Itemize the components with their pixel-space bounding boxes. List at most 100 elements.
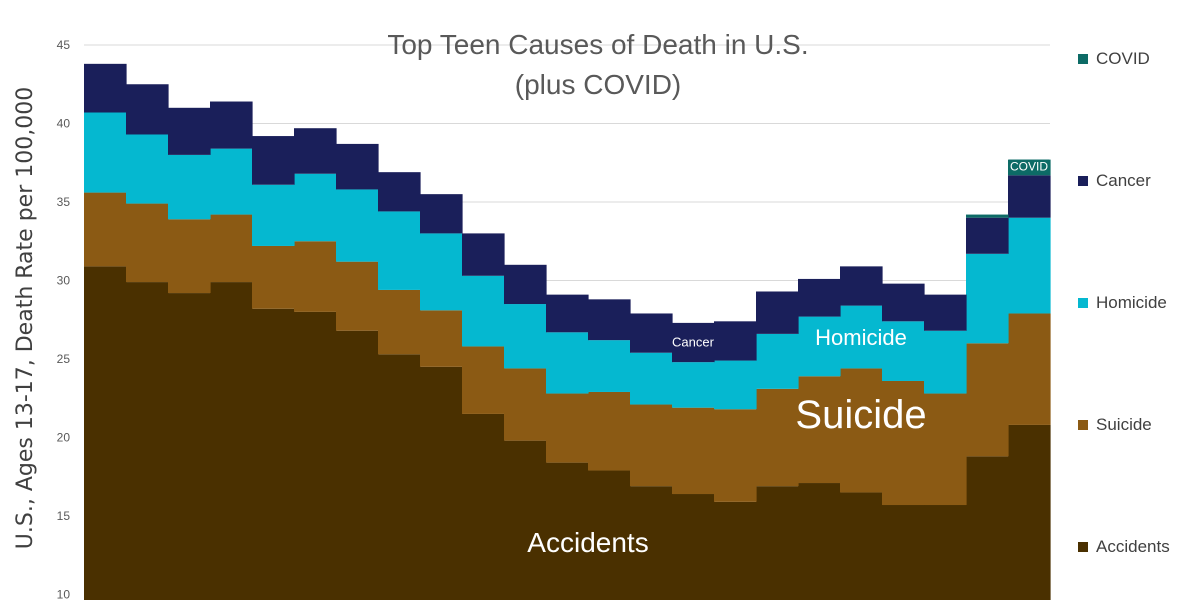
area-segment-homicide: [840, 305, 883, 369]
area-segment-suicide: [378, 289, 421, 355]
area-segment-homicide: [252, 184, 295, 246]
legend-item-homicide: Homicide: [1078, 293, 1167, 312]
area-segment-suicide: [168, 219, 211, 294]
area-segment-cancer: [714, 321, 757, 361]
area-segment-suicide: [210, 214, 253, 283]
area-segment-accidents: [714, 501, 757, 600]
area-segment-homicide: [84, 112, 127, 193]
area-segment-homicide: [714, 360, 757, 410]
legend-swatch: [1078, 176, 1088, 186]
y-tick-label: 20: [57, 431, 71, 445]
legend-swatch: [1078, 298, 1088, 308]
area-segment-cancer: [588, 299, 631, 341]
area-segment-accidents: [504, 440, 547, 600]
area-segment-accidents: [294, 311, 337, 600]
area-segment-cancer: [504, 264, 547, 305]
y-tick-label: 15: [57, 509, 71, 523]
legend-swatch: [1078, 54, 1088, 64]
area-segment-cancer: [420, 194, 463, 234]
y-tick-label: 45: [57, 38, 71, 52]
area-segment-accidents: [588, 470, 631, 600]
area-segment-accidents: [1008, 424, 1051, 600]
area-segment-cancer: [1008, 175, 1051, 218]
annotation-covid: COVID: [1010, 160, 1048, 174]
legend-swatch: [1078, 420, 1088, 430]
series-cancer: [84, 63, 1051, 363]
area-segment-homicide: [294, 173, 337, 242]
area-segment-homicide: [798, 316, 841, 377]
legend-item-accidents: Accidents: [1078, 537, 1170, 556]
area-segment-suicide: [546, 393, 589, 463]
area-segment-cancer: [294, 128, 337, 174]
area-segment-cancer: [84, 63, 127, 113]
area-segment-accidents: [420, 366, 463, 600]
area-segment-homicide: [462, 275, 505, 347]
legend-label: Cancer: [1096, 171, 1151, 190]
area-segment-accidents: [378, 354, 421, 600]
area-segment-homicide: [588, 340, 631, 392]
area-segment-suicide: [504, 368, 547, 441]
chart-title-line: (plus COVID): [515, 69, 681, 100]
area-segment-suicide: [126, 203, 169, 283]
area-segment-homicide: [672, 362, 715, 408]
annotation-homicide: Homicide: [815, 325, 907, 350]
area-segment-homicide: [210, 148, 253, 215]
area-segment-suicide: [672, 407, 715, 495]
area-segment-homicide: [168, 154, 211, 220]
y-tick-label: 35: [57, 195, 71, 209]
area-segment-accidents: [924, 505, 967, 600]
area-segment-cancer: [252, 136, 295, 185]
area-segment-homicide: [966, 253, 1009, 344]
area-segment-accidents: [546, 462, 589, 600]
area-segment-cancer: [966, 217, 1009, 254]
area-segment-cancer: [462, 233, 505, 276]
legend: COVID Cancer Homicide Suicide Accidents: [1078, 49, 1170, 556]
area-segment-cancer: [630, 313, 673, 353]
area-segment-cancer: [210, 101, 253, 149]
area-segment-accidents: [756, 486, 799, 600]
area-segment-accidents: [168, 293, 211, 600]
area-segment-cancer: [126, 84, 169, 135]
area-segment-suicide: [84, 192, 127, 267]
area-segment-accidents: [336, 330, 379, 600]
legend-item-cancer: Cancer: [1078, 171, 1151, 190]
legend-label: Homicide: [1096, 293, 1167, 312]
area-segment-homicide: [546, 332, 589, 394]
area-segment-homicide: [336, 189, 379, 262]
area-segment-homicide: [1008, 217, 1051, 314]
area-segment-accidents: [84, 266, 127, 600]
area-segment-homicide: [756, 333, 799, 389]
y-tick-labels: 10 15 20 25 30 35 40 45: [57, 38, 71, 600]
annotation-accidents: Accidents: [527, 527, 648, 558]
area-segment-suicide: [756, 388, 799, 487]
area-segment-accidents: [630, 486, 673, 600]
area-segment-suicide: [924, 393, 967, 506]
area-segment-cancer: [840, 266, 883, 306]
chart-title-line: Top Teen Causes of Death in U.S.: [387, 29, 808, 60]
area-segment-accidents: [672, 494, 715, 600]
series-suicide: [84, 192, 1051, 506]
legend-label: COVID: [1096, 49, 1150, 68]
area-segment-accidents: [126, 282, 169, 600]
legend-item-suicide: Suicide: [1078, 415, 1152, 434]
area-segment-cancer: [798, 278, 841, 317]
area-segment-suicide: [714, 409, 757, 502]
series-accidents: [84, 266, 1051, 600]
area-segment-cancer: [756, 291, 799, 334]
area-segment-accidents: [210, 282, 253, 600]
area-segment-homicide: [882, 321, 925, 381]
annotation-suicide: Suicide: [795, 393, 926, 437]
area-segment-accidents: [798, 483, 841, 600]
legend-item-covid: COVID: [1078, 49, 1150, 68]
area-segment-homicide: [504, 304, 547, 369]
legend-label: Suicide: [1096, 415, 1152, 434]
area-segment-accidents: [462, 413, 505, 600]
area-segment-suicide: [420, 310, 463, 367]
area-segment-cancer: [378, 172, 421, 212]
y-tick-label: 10: [57, 588, 71, 600]
legend-swatch: [1078, 542, 1088, 552]
area-segment-accidents: [252, 308, 295, 600]
area-segment-homicide: [420, 233, 463, 311]
area-segment-suicide: [294, 241, 337, 312]
